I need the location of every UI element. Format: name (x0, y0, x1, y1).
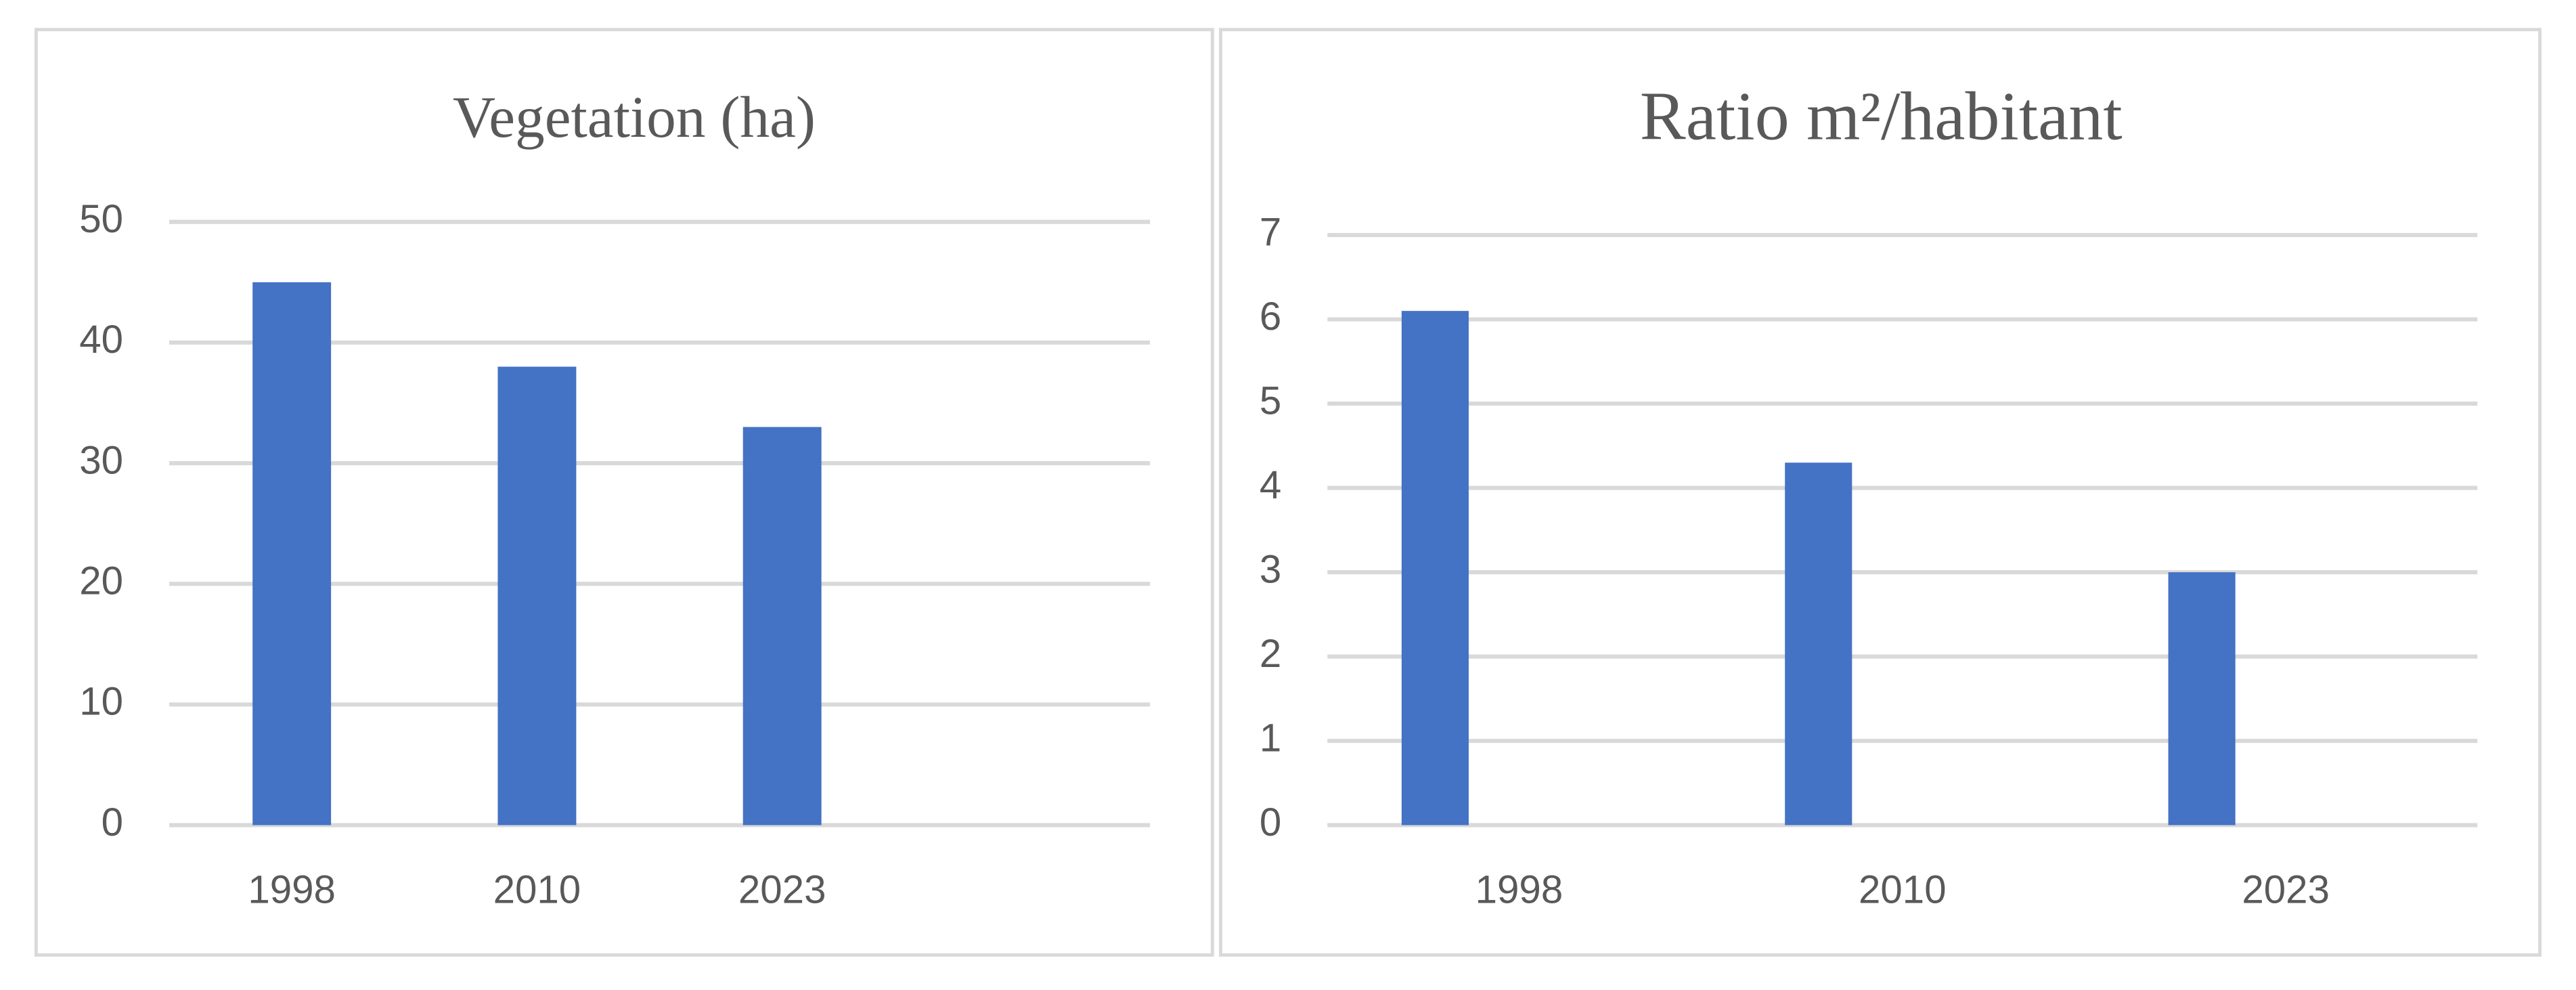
y-tick-label: 40 (79, 318, 123, 362)
y-tick-label: 50 (79, 197, 123, 241)
x-tick-label: 2023 (2242, 867, 2330, 911)
y-tick-label: 2 (1260, 632, 1281, 676)
y-tick-label: 10 (79, 680, 123, 724)
y-tick-label: 3 (1260, 547, 1281, 591)
y-tick-label: 4 (1260, 463, 1281, 507)
chart-title: Vegetation (ha) (453, 84, 816, 150)
y-tick-label: 20 (79, 559, 123, 603)
panel (34, 28, 1214, 957)
panel (1219, 28, 2542, 957)
y-tick-label: 0 (102, 800, 123, 844)
chart-title: Ratio m²/habitant (1640, 78, 2123, 154)
bar (252, 282, 332, 825)
bar (1401, 311, 1469, 825)
x-tick-label: 2023 (738, 867, 826, 911)
y-tick-label: 0 (1260, 800, 1281, 844)
bar (1785, 462, 1852, 825)
x-tick-label: 2010 (493, 867, 581, 911)
x-tick-label: 2010 (1859, 867, 1947, 911)
bar (2168, 572, 2236, 825)
y-tick-label: 6 (1260, 295, 1281, 339)
y-tick-label: 1 (1260, 716, 1281, 760)
bar (742, 427, 822, 825)
x-tick-label: 1998 (248, 867, 336, 911)
x-tick-label: 1998 (1475, 867, 1563, 911)
y-tick-label: 7 (1260, 211, 1281, 255)
y-tick-label: 30 (79, 438, 123, 482)
y-tick-label: 5 (1260, 379, 1281, 423)
bar (497, 366, 577, 825)
